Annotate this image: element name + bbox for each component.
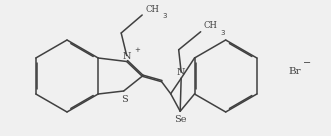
Text: Se: Se [174, 115, 187, 124]
Text: 3: 3 [220, 30, 225, 35]
Text: N: N [176, 68, 185, 77]
Text: 3: 3 [162, 13, 166, 19]
Text: Br: Br [288, 67, 301, 76]
Text: S: S [121, 95, 127, 104]
Text: CH: CH [204, 21, 217, 30]
Text: CH: CH [145, 4, 159, 13]
Text: −: − [303, 58, 311, 68]
Text: N: N [122, 52, 131, 61]
Text: +: + [134, 47, 140, 53]
